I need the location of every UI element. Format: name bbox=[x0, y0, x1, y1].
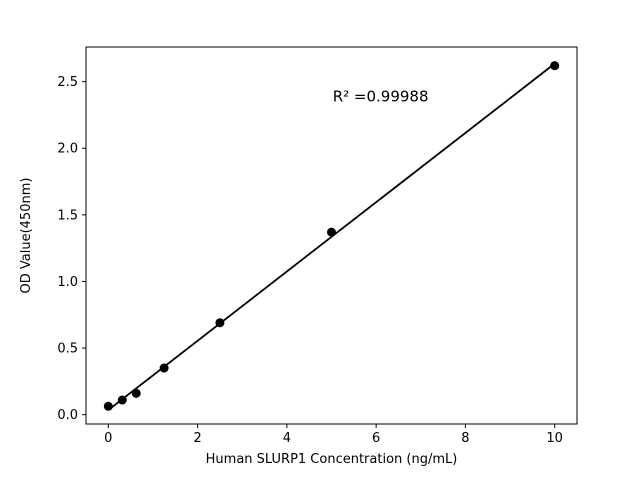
x-tick-label: 0 bbox=[104, 431, 112, 446]
data-point bbox=[131, 388, 141, 398]
data-point bbox=[103, 401, 113, 411]
y-tick-label: 2.5 bbox=[57, 75, 78, 90]
y-tick-label: 1.0 bbox=[57, 275, 78, 290]
data-point bbox=[550, 61, 560, 71]
x-tick-label: 2 bbox=[193, 431, 201, 446]
x-tick-label: 6 bbox=[372, 431, 380, 446]
fit-line bbox=[107, 62, 556, 411]
y-tick-label: 0.0 bbox=[57, 408, 78, 423]
y-axis-label: OD Value(450nm) bbox=[19, 178, 34, 294]
x-tick-label: 10 bbox=[546, 431, 563, 446]
data-point bbox=[159, 363, 169, 373]
data-point bbox=[117, 395, 127, 405]
x-tick-label: 4 bbox=[283, 431, 291, 446]
y-tick-label: 2.0 bbox=[57, 142, 78, 157]
data-point bbox=[327, 227, 336, 237]
y-tick-label: 0.5 bbox=[57, 342, 78, 357]
x-tick-label: 8 bbox=[461, 431, 469, 446]
data-point bbox=[215, 318, 225, 328]
r-squared-annotation: R² =0.99988 bbox=[333, 88, 429, 106]
x-axis-label: Human SLURP1 Concentration (ng/mL) bbox=[206, 452, 458, 467]
y-tick-label: 1.5 bbox=[57, 208, 78, 223]
